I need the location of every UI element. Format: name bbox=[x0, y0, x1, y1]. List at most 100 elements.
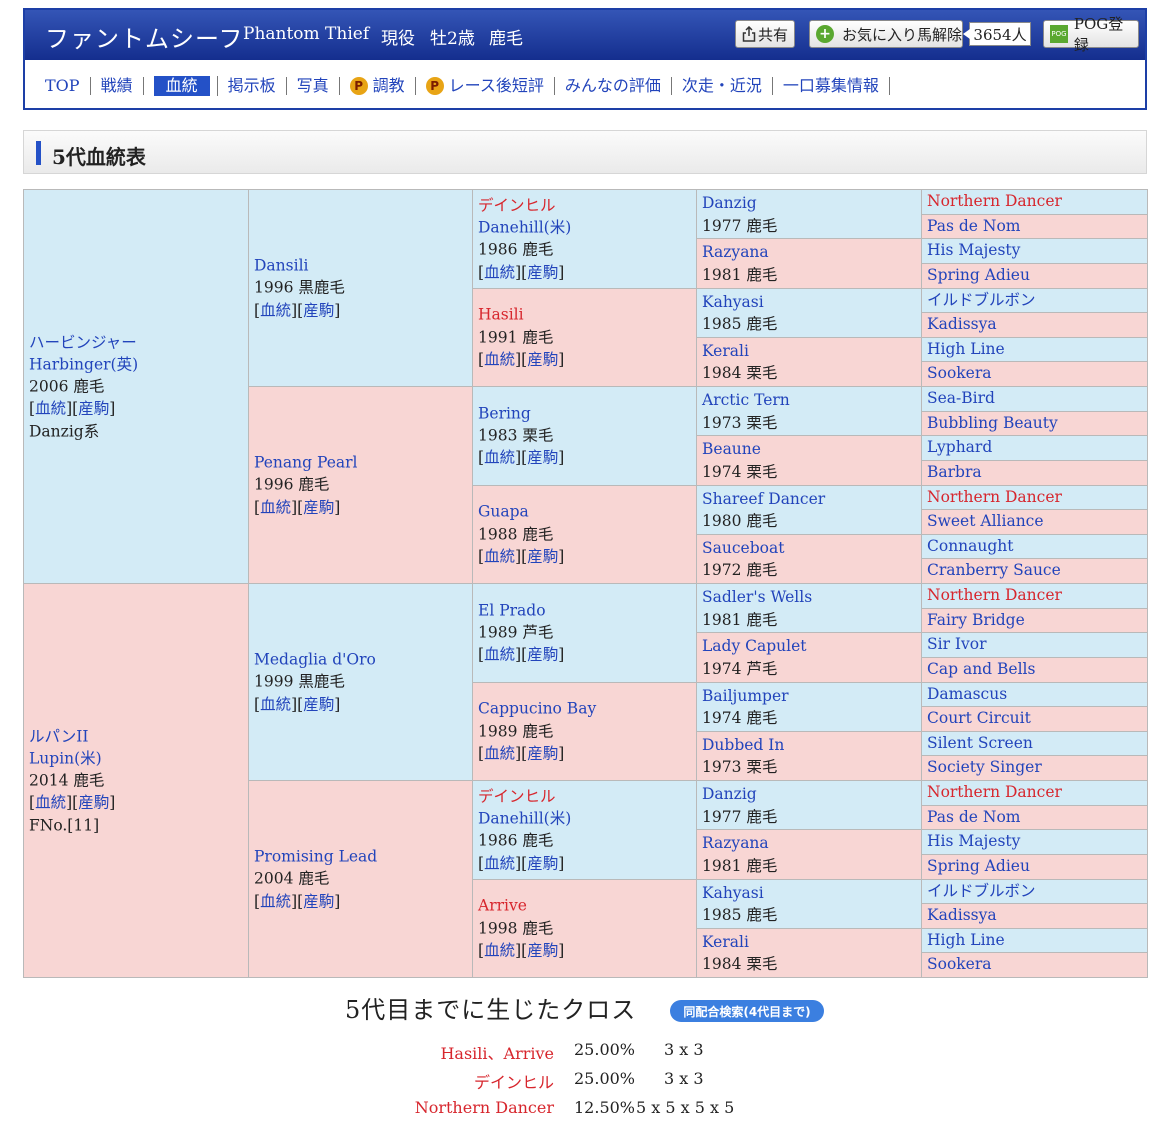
horse-name-link[interactable]: Harbinger(英) bbox=[29, 355, 139, 374]
offspring-link[interactable]: 産駒 bbox=[527, 941, 559, 960]
offspring-link[interactable]: 産駒 bbox=[527, 448, 559, 467]
horse-name-link[interactable]: Kahyasi bbox=[702, 883, 764, 902]
bloodline-link[interactable]: 血統 bbox=[35, 793, 67, 812]
horse-name-link[interactable]: Cappucino Bay bbox=[478, 699, 597, 718]
horse-jp-name-link[interactable]: デインヒル bbox=[478, 196, 556, 215]
horse-name-link[interactable]: Medaglia d'Oro bbox=[254, 650, 376, 669]
horse-name-link[interactable]: Lupin(米) bbox=[29, 749, 102, 768]
nav-item-0[interactable]: TOP bbox=[35, 77, 91, 95]
horse-link[interactable]: Northern Dancer bbox=[927, 487, 1062, 506]
horse-name-link[interactable]: Kerali bbox=[702, 932, 749, 951]
horse-link[interactable]: His Majesty bbox=[927, 832, 1021, 851]
horse-link[interactable]: Damascus bbox=[927, 684, 1008, 703]
offspring-link[interactable]: 産駒 bbox=[527, 350, 559, 369]
offspring-link[interactable]: 産駒 bbox=[303, 498, 335, 517]
share-button[interactable]: 共有 bbox=[735, 20, 795, 48]
nav-item-4[interactable]: 写真 bbox=[287, 77, 340, 95]
horse-link[interactable]: Cranberry Sauce bbox=[927, 561, 1061, 580]
horse-name-link[interactable]: Guapa bbox=[478, 502, 529, 521]
nav-item-2[interactable]: 血統 bbox=[144, 76, 218, 96]
horse-name-link[interactable]: Arrive bbox=[478, 896, 527, 915]
horse-name-link[interactable]: Sadler's Wells bbox=[702, 588, 813, 606]
bloodline-link[interactable]: 血統 bbox=[484, 854, 516, 873]
nav-item-6[interactable]: P レース後短評 bbox=[416, 77, 555, 95]
horse-link[interactable]: Spring Adieu bbox=[927, 265, 1030, 284]
offspring-link[interactable]: 産駒 bbox=[527, 854, 559, 873]
horse-name-link[interactable]: Beaune bbox=[702, 440, 761, 459]
horse-link[interactable]: Court Circuit bbox=[927, 709, 1031, 728]
same-mating-search-button[interactable]: 同配合検索(4代目まで) bbox=[670, 1000, 824, 1022]
horse-name-link[interactable]: Bailjumper bbox=[702, 686, 789, 705]
bloodline-link[interactable]: 血統 bbox=[484, 941, 516, 960]
horse-name-link[interactable]: Hasili bbox=[478, 305, 524, 324]
horse-link[interactable]: Silent Screen bbox=[927, 733, 1033, 752]
horse-link[interactable]: Fairy Bridge bbox=[927, 610, 1025, 629]
horse-link[interactable]: Pas de Nom bbox=[927, 216, 1021, 235]
horse-link[interactable]: Cap and Bells bbox=[927, 659, 1036, 678]
horse-link[interactable]: Sweet Alliance bbox=[927, 512, 1044, 531]
horse-name-link[interactable]: Lady Capulet bbox=[702, 637, 807, 656]
bloodline-link[interactable]: 血統 bbox=[484, 547, 516, 566]
horse-link[interactable]: Bubbling Beauty bbox=[927, 413, 1058, 432]
offspring-link[interactable]: 産駒 bbox=[527, 263, 559, 282]
bloodline-link[interactable]: 血統 bbox=[484, 263, 516, 282]
bloodline-link[interactable]: 血統 bbox=[35, 399, 67, 418]
offspring-link[interactable]: 産駒 bbox=[303, 892, 335, 911]
bloodline-link[interactable]: 血統 bbox=[484, 350, 516, 369]
cross-horse-name[interactable]: Hasili、Arrive bbox=[440, 1044, 554, 1063]
horse-name-link[interactable]: Razyana bbox=[702, 834, 769, 853]
nav-item-5[interactable]: P 調教 bbox=[340, 77, 416, 95]
horse-name-link[interactable]: Sauceboat bbox=[702, 538, 785, 557]
horse-link[interactable]: Society Singer bbox=[927, 758, 1042, 777]
horse-link[interactable]: Northern Dancer bbox=[927, 783, 1062, 801]
bloodline-link[interactable]: 血統 bbox=[484, 448, 516, 467]
offspring-link[interactable]: 産駒 bbox=[527, 645, 559, 664]
horse-name-link[interactable]: Kahyasi bbox=[702, 292, 764, 311]
nav-item-3[interactable]: 掲示板 bbox=[218, 77, 287, 95]
offspring-link[interactable]: 産駒 bbox=[527, 547, 559, 566]
horse-name-link[interactable]: Dansili bbox=[254, 256, 309, 275]
horse-name-link[interactable]: Danzig bbox=[702, 194, 757, 212]
nav-item-7[interactable]: みんなの評価 bbox=[555, 77, 672, 95]
bloodline-link[interactable]: 血統 bbox=[260, 301, 292, 320]
horse-link[interactable]: Connaught bbox=[927, 536, 1014, 555]
horse-jp-name-link[interactable]: ルパンII bbox=[29, 726, 89, 745]
horse-link[interactable]: Pas de Nom bbox=[927, 807, 1021, 826]
horse-link[interactable]: イルドブルボン bbox=[927, 881, 1036, 900]
horse-link[interactable]: Sookera bbox=[927, 955, 992, 974]
offspring-link[interactable]: 産駒 bbox=[78, 793, 110, 812]
bloodline-link[interactable]: 血統 bbox=[484, 744, 516, 763]
pog-register-button[interactable]: POG POG登録 bbox=[1043, 15, 1139, 54]
horse-link[interactable]: Kadissya bbox=[927, 315, 997, 334]
horse-link[interactable]: Northern Dancer bbox=[927, 192, 1062, 210]
horse-link[interactable]: Spring Adieu bbox=[927, 856, 1030, 875]
bloodline-link[interactable]: 血統 bbox=[260, 892, 292, 911]
horse-link[interactable]: Sea-Bird bbox=[927, 389, 995, 407]
horse-name-link[interactable]: Shareef Dancer bbox=[702, 489, 826, 508]
horse-name-link[interactable]: Danzig bbox=[702, 785, 757, 803]
horse-name-link[interactable]: El Prado bbox=[478, 601, 546, 620]
nav-item-9[interactable]: 一口募集情報 bbox=[773, 77, 890, 95]
nav-item-8[interactable]: 次走・近況 bbox=[672, 77, 773, 95]
horse-link[interactable]: Kadissya bbox=[927, 906, 997, 925]
horse-name-link[interactable]: Dubbed In bbox=[702, 735, 785, 754]
nav-item-1[interactable]: 戦績 bbox=[91, 77, 144, 95]
offspring-link[interactable]: 産駒 bbox=[303, 695, 335, 714]
horse-name-link[interactable]: Bering bbox=[478, 404, 531, 423]
horse-name-link[interactable]: Penang Pearl bbox=[254, 453, 358, 472]
cross-horse-name[interactable]: Northern Dancer bbox=[414, 1098, 554, 1117]
horse-link[interactable]: Sookera bbox=[927, 364, 992, 383]
horse-link[interactable]: His Majesty bbox=[927, 241, 1021, 260]
bloodline-link[interactable]: 血統 bbox=[484, 645, 516, 664]
horse-name-link[interactable]: Danehill(米) bbox=[478, 809, 572, 828]
horse-link[interactable]: High Line bbox=[927, 930, 1005, 949]
horse-name-link[interactable]: Promising Lead bbox=[254, 847, 378, 866]
horse-jp-name-link[interactable]: ハービンジャー bbox=[29, 332, 137, 351]
horse-name-link[interactable]: Arctic Tern bbox=[702, 391, 790, 409]
cross-horse-name[interactable]: デインヒル bbox=[473, 1073, 554, 1092]
bloodline-link[interactable]: 血統 bbox=[260, 498, 292, 517]
bloodline-link[interactable]: 血統 bbox=[260, 695, 292, 714]
horse-link[interactable]: Northern Dancer bbox=[927, 586, 1062, 604]
horse-link[interactable]: Sir Ivor bbox=[927, 635, 987, 654]
offspring-link[interactable]: 産駒 bbox=[527, 744, 559, 763]
